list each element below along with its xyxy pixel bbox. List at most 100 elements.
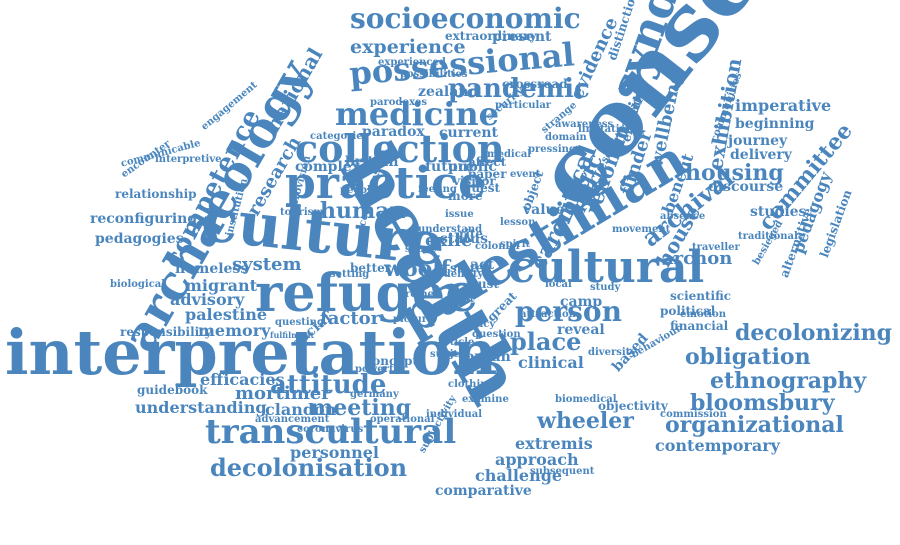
word-clothing: clothing <box>448 379 495 390</box>
word-human: human <box>320 198 406 224</box>
word-understand: understand <box>418 224 483 235</box>
word-paper: paper <box>468 167 507 181</box>
word-challenge: challenge <box>475 466 563 485</box>
word-question: question <box>472 329 521 340</box>
word-rome: rome <box>405 289 434 300</box>
word-operational: operational <box>370 414 435 425</box>
word-reveal: reveal <box>557 322 605 338</box>
word-obligation: obligation <box>685 344 811 370</box>
word-crossroad: crossroad <box>502 77 568 91</box>
word-public: public <box>448 159 497 175</box>
word-parodoxes: parodoxes <box>370 97 428 108</box>
word-subsequent: subsequent <box>530 466 595 477</box>
word-housing: housing <box>685 160 784 186</box>
word-better: better <box>350 261 392 275</box>
word-rite: rite <box>459 227 484 241</box>
word-commission: commission <box>660 409 727 420</box>
word-quest: quest <box>463 181 501 195</box>
word-movement: movement <box>612 224 671 235</box>
word-understanding: understanding <box>135 398 267 417</box>
word-state: state <box>450 261 484 275</box>
word-biological: biological <box>110 279 166 290</box>
word-complex: complex <box>295 159 361 175</box>
word-personnel: personnel <box>290 443 379 462</box>
word-policy: policy <box>462 319 496 330</box>
word-pedagogies: pedagogies <box>95 231 184 247</box>
word-absence: absence <box>660 211 706 222</box>
word-zealand: zealand <box>418 84 479 100</box>
word-tourism: tourism <box>280 207 324 218</box>
word-domain: domain <box>545 132 587 143</box>
word-contemporary: contemporary <box>655 436 780 455</box>
word-pandemic: pandemic <box>448 74 590 104</box>
word-practice: practice <box>285 158 487 209</box>
word-beginning: beginning <box>735 116 815 132</box>
word-clinical: clinical <box>518 353 584 372</box>
word-extremis: extremis <box>515 434 593 453</box>
word-palestine: palestine <box>185 305 268 324</box>
word-responsibility: responsibility <box>120 325 212 339</box>
word-system: system <box>232 254 302 275</box>
word-relationship: relationship <box>115 187 197 201</box>
word-awareness: awareness <box>555 119 614 130</box>
word-more: more <box>448 189 483 203</box>
word-traditional: traditional <box>738 231 798 242</box>
word-pressing: pressing <box>528 144 576 155</box>
word-memory: memory <box>198 321 271 340</box>
word-studies: studies <box>750 204 807 220</box>
word-fulfilment: fulfilment <box>270 330 315 340</box>
word-decolonisation: decolonisation <box>210 453 408 482</box>
word-place: place <box>510 327 582 356</box>
word-local: local <box>545 279 572 290</box>
word-britain: britain <box>345 154 399 170</box>
word-interpretation: interpretation <box>5 316 498 389</box>
word-spirit: spirit <box>500 239 531 250</box>
word-attraction: attraction <box>520 309 576 320</box>
word-person: person <box>515 295 622 328</box>
word-subject: subject <box>430 349 471 360</box>
word-colonial: colonial <box>475 241 520 252</box>
word-questing: questing <box>275 317 324 328</box>
word-jordan: jordan <box>460 349 511 365</box>
word-comparative: comparative <box>435 483 532 499</box>
word-event: event <box>510 169 541 180</box>
word-mortimer: mortimer <box>235 383 331 404</box>
word-attitude: attitude <box>270 370 387 400</box>
word-advancement: advancement <box>255 414 330 425</box>
word-experienced: experienced <box>378 57 446 68</box>
word-scientific: scientific <box>670 289 732 303</box>
word-coronavirus: coronavirus <box>297 424 364 435</box>
word-individual: individual <box>426 409 483 420</box>
word-journey: journey <box>728 133 788 149</box>
word-emotion: emotion <box>680 309 726 320</box>
word-trust: trust <box>466 277 499 291</box>
word-reconfiguring: reconfiguring <box>90 211 198 227</box>
word-study: study <box>590 282 621 293</box>
word-factor: factor <box>320 308 381 329</box>
word-wheeler: wheeler <box>537 408 634 434</box>
word-bloomsbury: bloomsbury <box>690 390 835 416</box>
word-decolonizing: decolonizing <box>735 320 893 346</box>
word-point: point <box>445 294 475 305</box>
word-people: people <box>340 185 378 196</box>
word-interpretive: interpretive <box>155 154 222 165</box>
word-present: present <box>492 29 552 45</box>
word-socioeconomic: socioeconomic <box>350 2 581 35</box>
word-traveller: traveller <box>692 242 740 253</box>
word-article: article <box>438 337 475 348</box>
word-powerful: powerful <box>355 364 405 375</box>
word-financial: financial <box>670 319 729 333</box>
word-migrant: migrant <box>185 276 258 295</box>
word-transcultural: transcultural <box>205 412 457 452</box>
word-picture: picture <box>393 314 434 325</box>
word-delivery: delivery <box>730 147 792 163</box>
word-camp: camp <box>560 294 603 310</box>
word-exile: exile <box>425 230 473 251</box>
word-status: status <box>440 231 488 247</box>
word-guidebook: guidebook <box>137 383 208 397</box>
word-value: value <box>523 202 565 218</box>
word-space: space <box>405 244 437 255</box>
word-setting: setting <box>330 269 370 280</box>
word-meeting: meeting <box>310 395 412 421</box>
word-extraordinary: extraordinary <box>445 29 537 43</box>
